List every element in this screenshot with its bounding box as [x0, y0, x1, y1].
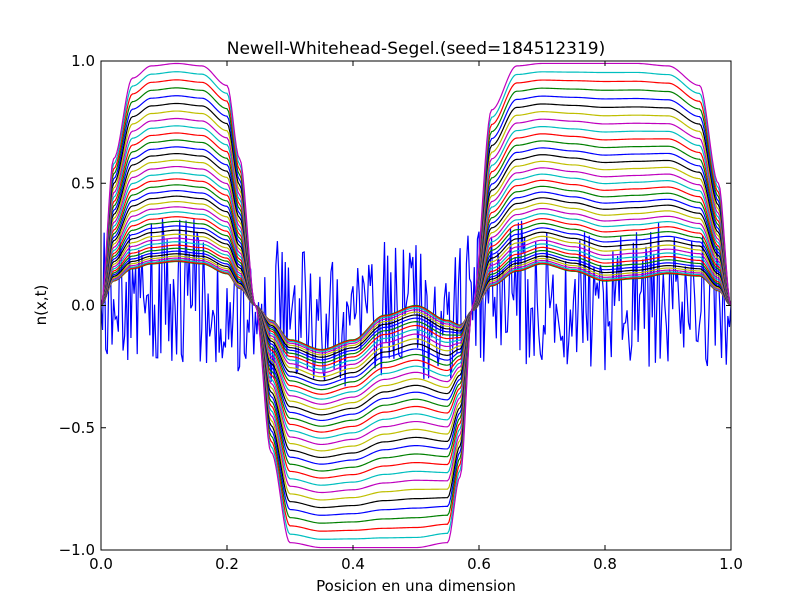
series-line-29: [101, 139, 731, 472]
series-line-22: [101, 184, 731, 427]
series-line-25: [101, 165, 731, 446]
series-line-33: [101, 110, 731, 501]
y-tick-label: 1.0: [71, 52, 95, 70]
series-line-26: [101, 159, 731, 452]
series-line-6: [101, 253, 731, 358]
series-line-35: [101, 95, 731, 516]
series-line-21: [101, 189, 731, 422]
y-tick-label: 0.0: [71, 297, 95, 315]
series-line-2: [101, 260, 731, 351]
series-line-13: [101, 229, 731, 382]
x-tick-label: 0.0: [89, 555, 113, 573]
y-tick-label: −1.0: [59, 541, 95, 559]
series-line-17: [101, 211, 731, 400]
series-line-32: [101, 117, 731, 494]
x-tick-label: 1.0: [719, 555, 743, 573]
y-tick-label: −0.5: [59, 419, 95, 437]
y-tick-label: 0.5: [71, 174, 95, 192]
series-line-34: [101, 102, 731, 509]
series-line-28: [101, 146, 731, 465]
series-line-18: [101, 206, 731, 405]
x-tick-label: 0.2: [215, 555, 239, 573]
y-axis-label: n(x,t): [32, 285, 50, 326]
series-line-27: [101, 152, 731, 459]
series-line-11: [101, 237, 731, 374]
series-line-30: [101, 132, 731, 479]
series-line-37: [101, 79, 731, 532]
series-line-36: [101, 87, 731, 524]
series-line-20: [101, 195, 731, 416]
series-line-31: [101, 125, 731, 486]
series-line-23: [101, 178, 731, 433]
series-line-5: [101, 255, 731, 356]
series-line-3: [101, 259, 731, 352]
series-line-9: [101, 244, 731, 367]
series-line-38: [101, 71, 731, 540]
series-layer: [101, 62, 731, 549]
series-line-12: [101, 233, 731, 378]
series-line-8: [101, 247, 731, 364]
series-line-7: [101, 250, 731, 361]
series-line-39: [101, 62, 731, 549]
series-line-4: [101, 257, 731, 354]
series-line-15: [101, 220, 731, 391]
tick-layer: 0.0 0.2 0.4 0.6 0.8 1.0 1.0 0.5 0.0 −0.5 −1.0: [59, 52, 743, 573]
x-tick-label: 0.8: [593, 555, 617, 573]
series-line-16: [101, 216, 731, 395]
x-tick-label: 0.4: [341, 555, 365, 573]
series-line-14: [101, 225, 731, 386]
series-line-19: [101, 200, 731, 411]
series-line-initial: [101, 218, 731, 387]
chart-title: Newell-Whitehead-Segel.(seed=184512319): [227, 39, 605, 59]
series-line-24: [101, 172, 731, 439]
x-axis-label: Posicion en una dimension: [316, 577, 516, 595]
x-tick-label: 0.6: [467, 555, 491, 573]
series-line-10: [101, 241, 731, 370]
